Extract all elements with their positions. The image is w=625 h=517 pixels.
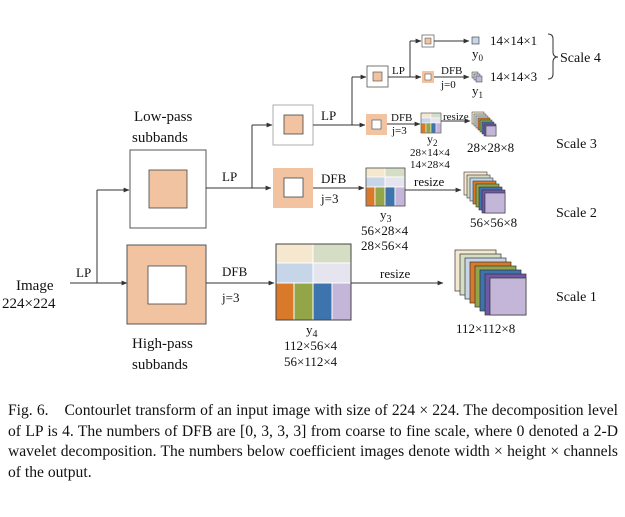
resize-label-2: resize <box>414 174 445 189</box>
dfb-j-label-4: j=0 <box>440 79 456 91</box>
dfb-j-label-2: j=3 <box>320 191 338 206</box>
y3-output-stack <box>463 171 506 214</box>
lp-label-3: LP <box>321 108 336 123</box>
input-size: 224×224 <box>2 296 56 312</box>
y4-size-a: 112×56×4 <box>284 338 338 353</box>
y2-size-a: 28×14×4 <box>410 147 450 159</box>
y3-size-b: 28×56×4 <box>361 238 409 253</box>
y0-coefficient <box>471 36 480 45</box>
dfb-label-1: DFB <box>222 264 248 279</box>
y1-label: y1 <box>472 83 483 100</box>
y4-label: y4 <box>306 322 318 340</box>
scale2-label: Scale 2 <box>556 206 597 221</box>
dfb-label-2: DFB <box>321 171 347 186</box>
figure-caption: Fig. 6. Contourlet transform of an input … <box>8 401 618 483</box>
y2-size-b: 14×28×4 <box>410 159 450 171</box>
y2-coefficients <box>420 112 442 134</box>
y2-label: y2 <box>427 132 438 148</box>
input-label: Image <box>16 278 54 294</box>
highpass-inner-white <box>147 265 187 305</box>
lp-label-4: LP <box>392 65 405 77</box>
lp-label-1: LP <box>76 265 91 280</box>
y3-output-size: 56×56×8 <box>470 215 517 230</box>
resize-label-3: resize <box>443 111 469 123</box>
y2-output-size: 28×28×8 <box>467 140 514 155</box>
level2-lowpass-inner <box>283 114 304 135</box>
y0-label: y0 <box>472 46 484 63</box>
y1-coefficients <box>471 71 483 83</box>
lp-label-2: LP <box>222 169 237 184</box>
caption-text: Contourlet transform of an input image w… <box>8 402 619 481</box>
dfb-j-label-1: j=3 <box>221 290 239 305</box>
dfb-label-4: DFB <box>441 65 462 77</box>
y0-size: 14×14×1 <box>490 33 537 48</box>
contourlet-diagram: Image 224×224 LP Low-pass subbands High-… <box>2 33 601 373</box>
scale1-label: Scale 1 <box>556 290 597 305</box>
highpass-label-line1: High-pass <box>132 336 193 352</box>
scale4-label: Scale 4 <box>560 51 601 66</box>
lowpass-label-line2: subbands <box>132 130 188 146</box>
lowpass-inner-peach <box>148 169 188 209</box>
scale4-brace <box>547 33 559 80</box>
caption-label: Fig. 6. <box>8 402 49 419</box>
y4-output-stack <box>454 249 527 316</box>
y4-output-size: 112×112×8 <box>456 321 515 336</box>
level2-highpass-inner <box>283 177 304 198</box>
y4-size-b: 56×112×4 <box>284 354 338 369</box>
level3-lowpass-inner <box>372 71 383 82</box>
highpass-label-line2: subbands <box>132 357 188 373</box>
level3-highpass-inner <box>371 119 382 130</box>
y3-label: y3 <box>380 207 392 225</box>
scale3-label: Scale 3 <box>556 137 597 152</box>
dfb-label-3: DFB <box>391 112 412 124</box>
y3-size-a: 56×28×4 <box>361 223 409 238</box>
y2-output-stack <box>471 111 497 137</box>
y3-coefficients <box>365 167 406 207</box>
y4-coefficients <box>275 243 352 321</box>
level4-lowpass-inner <box>424 37 432 45</box>
y1-size: 14×14×3 <box>490 69 537 84</box>
level4-highpass-inner <box>424 73 432 81</box>
resize-label-1: resize <box>380 266 411 281</box>
lowpass-label-line1: Low-pass <box>134 109 192 125</box>
dfb-j-label-3: j=3 <box>391 125 407 137</box>
